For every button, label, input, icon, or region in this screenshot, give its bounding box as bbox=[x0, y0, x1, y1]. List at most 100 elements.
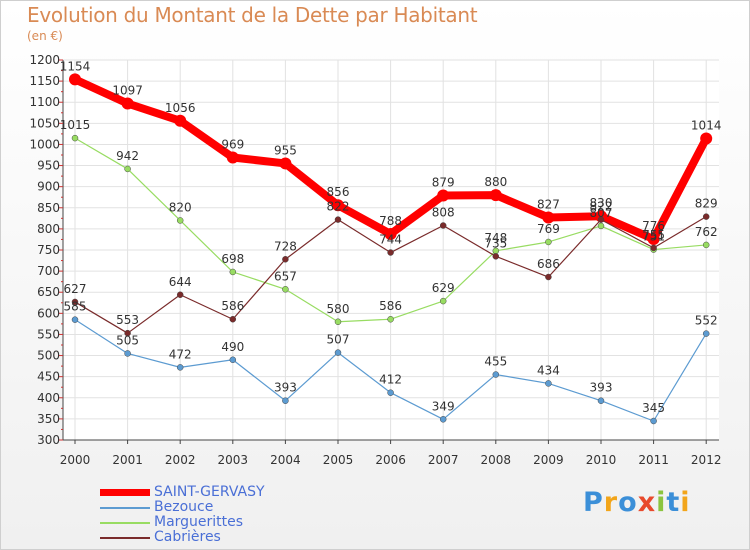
data-point bbox=[387, 389, 394, 396]
logo-letter: P bbox=[583, 487, 604, 518]
data-label: 698 bbox=[221, 252, 244, 266]
data-label: 969 bbox=[221, 138, 244, 152]
data-label: 553 bbox=[116, 313, 139, 327]
x-tick-label: 2012 bbox=[691, 453, 722, 467]
data-point bbox=[71, 298, 79, 306]
data-label: 580 bbox=[327, 302, 350, 316]
data-label: 820 bbox=[169, 200, 192, 214]
data-point bbox=[439, 416, 447, 423]
logo-letter: i bbox=[680, 487, 691, 518]
data-label: 586 bbox=[379, 299, 402, 313]
data-point bbox=[650, 244, 657, 252]
data-label: 627 bbox=[64, 282, 87, 296]
data-label: 822 bbox=[327, 200, 350, 214]
data-label: 644 bbox=[169, 275, 192, 289]
legend-swatch-marguerittes bbox=[100, 522, 150, 524]
legend-swatch-cabrieres bbox=[100, 537, 150, 539]
data-label: 880 bbox=[484, 175, 507, 189]
data-point bbox=[489, 189, 502, 202]
data-label: 769 bbox=[537, 222, 560, 236]
data-point bbox=[229, 356, 237, 364]
legend-swatch-bezouce bbox=[100, 507, 150, 509]
data-point bbox=[124, 329, 131, 337]
legend-item-bezouce: Bezouce bbox=[100, 499, 400, 515]
x-tick-label: 2001 bbox=[112, 453, 143, 467]
data-point bbox=[334, 216, 342, 223]
data-label: 585 bbox=[64, 300, 87, 314]
data-point bbox=[229, 315, 237, 323]
data-point bbox=[597, 216, 605, 223]
data-point bbox=[597, 222, 605, 230]
data-point bbox=[492, 253, 500, 260]
data-label: 505 bbox=[116, 333, 139, 347]
data-label: 1154 bbox=[60, 59, 91, 73]
legend-label-cabrieres: Cabrières bbox=[154, 529, 221, 545]
logo-letter: i bbox=[656, 487, 667, 518]
data-point bbox=[545, 380, 552, 387]
data-point bbox=[700, 132, 713, 145]
x-tick-label: 2009 bbox=[533, 453, 564, 467]
data-label: 1015 bbox=[60, 118, 91, 132]
data-label: 755 bbox=[642, 228, 665, 242]
data-point bbox=[702, 213, 710, 220]
data-point bbox=[439, 297, 447, 305]
data-label: 1014 bbox=[691, 119, 722, 133]
data-label: 830 bbox=[590, 196, 613, 210]
data-label: 827 bbox=[537, 197, 560, 211]
legend-item-saint-gervasy: SAINT-GERVASY bbox=[100, 484, 400, 500]
logo-letter: o bbox=[618, 487, 638, 518]
logo-letter: r bbox=[603, 487, 619, 518]
data-label: 829 bbox=[695, 197, 718, 211]
data-label: 762 bbox=[695, 225, 718, 239]
x-tick-label: 2002 bbox=[165, 453, 196, 467]
legend-swatch-saint-gervasy bbox=[100, 489, 150, 496]
data-point bbox=[229, 268, 237, 276]
y-tick-label: 1150 bbox=[29, 74, 60, 88]
data-point bbox=[279, 157, 292, 170]
data-label: 686 bbox=[537, 257, 560, 271]
y-tick-label: 850 bbox=[37, 201, 60, 215]
data-point bbox=[702, 241, 710, 249]
y-tick-label: 1000 bbox=[29, 137, 60, 151]
data-point bbox=[334, 318, 342, 326]
legend: SAINT-GERVASY Bezouce Marguerittes Cabri… bbox=[100, 484, 400, 545]
data-label: 349 bbox=[432, 399, 455, 413]
data-label: 472 bbox=[169, 347, 192, 361]
y-tick-label: 350 bbox=[37, 412, 60, 426]
data-point bbox=[542, 211, 555, 224]
data-label: 788 bbox=[379, 214, 402, 228]
data-point bbox=[282, 286, 289, 293]
data-label: 808 bbox=[432, 206, 455, 220]
legend-item-marguerittes: Marguerittes bbox=[100, 514, 400, 530]
y-tick-label: 550 bbox=[37, 327, 60, 341]
data-label: 393 bbox=[590, 381, 613, 395]
data-label: 507 bbox=[327, 333, 350, 347]
x-tick-label: 2000 bbox=[60, 453, 91, 467]
data-point bbox=[176, 217, 184, 224]
data-label: 751 bbox=[642, 230, 665, 244]
data-label: 552 bbox=[695, 314, 718, 328]
data-point bbox=[174, 114, 187, 127]
data-label: 807 bbox=[590, 206, 613, 220]
data-label: 345 bbox=[642, 401, 665, 415]
data-label: 434 bbox=[537, 363, 560, 377]
data-label: 776 bbox=[642, 219, 665, 233]
data-point bbox=[282, 397, 289, 404]
data-label: 490 bbox=[221, 340, 244, 354]
data-label: 748 bbox=[484, 231, 507, 245]
y-tick-label: 600 bbox=[37, 306, 60, 320]
x-tick-label: 2006 bbox=[375, 453, 406, 467]
logo-letter: t bbox=[666, 487, 681, 518]
y-tick-label: 1200 bbox=[29, 53, 60, 67]
proxiti-logo: Proxiti bbox=[583, 487, 691, 518]
data-label: 879 bbox=[432, 176, 455, 190]
data-label: 856 bbox=[327, 185, 350, 199]
x-tick-label: 2007 bbox=[428, 453, 459, 467]
x-tick-label: 2008 bbox=[481, 453, 512, 467]
data-point bbox=[387, 249, 394, 256]
data-point bbox=[650, 417, 657, 425]
data-point bbox=[545, 238, 552, 246]
data-point bbox=[71, 316, 79, 323]
data-label: 955 bbox=[274, 143, 297, 157]
data-point bbox=[226, 151, 239, 164]
